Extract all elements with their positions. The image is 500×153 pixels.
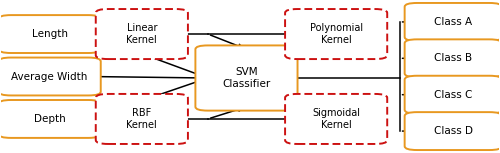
Text: Class A: Class A [434, 17, 472, 27]
FancyBboxPatch shape [0, 15, 100, 53]
FancyBboxPatch shape [0, 100, 100, 138]
Text: Average Width: Average Width [12, 71, 88, 82]
FancyBboxPatch shape [96, 94, 188, 144]
Text: SVM
Classifier: SVM Classifier [222, 67, 270, 89]
Text: Class C: Class C [434, 90, 472, 100]
Text: RBF
Kernel: RBF Kernel [126, 108, 157, 130]
FancyBboxPatch shape [404, 76, 500, 114]
FancyBboxPatch shape [96, 9, 188, 59]
Text: Class B: Class B [434, 53, 472, 63]
FancyBboxPatch shape [196, 45, 298, 111]
FancyBboxPatch shape [0, 58, 100, 95]
Text: Depth: Depth [34, 114, 66, 124]
FancyBboxPatch shape [404, 3, 500, 41]
FancyBboxPatch shape [285, 94, 387, 144]
Text: Linear
Kernel: Linear Kernel [126, 23, 157, 45]
Text: Sigmoidal
Kernel: Sigmoidal Kernel [312, 108, 360, 130]
Text: Polynomial
Kernel: Polynomial Kernel [310, 23, 362, 45]
FancyBboxPatch shape [404, 39, 500, 77]
Text: Class D: Class D [434, 126, 472, 136]
FancyBboxPatch shape [285, 9, 387, 59]
Text: Length: Length [32, 29, 68, 39]
FancyBboxPatch shape [404, 112, 500, 150]
